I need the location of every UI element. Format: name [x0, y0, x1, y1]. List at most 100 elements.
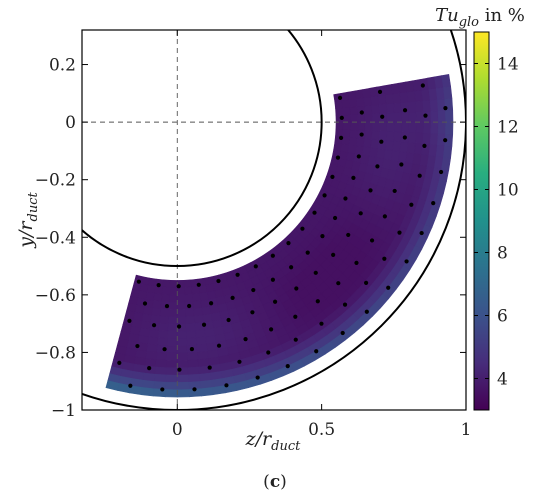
measurement-point	[375, 164, 380, 169]
y-tick-label: −0.2	[35, 171, 76, 191]
measurement-point	[253, 264, 258, 269]
measurement-point	[402, 135, 407, 140]
measurement-point	[270, 253, 275, 258]
measurement-point	[187, 303, 192, 309]
y-tick-label: 0.2	[49, 56, 76, 76]
field-cell	[193, 314, 205, 324]
field-cell	[161, 286, 171, 296]
field-cell	[165, 367, 178, 376]
measurement-point	[382, 256, 387, 261]
field-cell	[393, 131, 402, 142]
measurement-point	[177, 367, 182, 372]
field-cell	[155, 359, 168, 368]
measurement-point	[314, 349, 319, 354]
field-cell	[191, 285, 201, 295]
field-cell	[443, 85, 453, 100]
measurement-point	[351, 175, 356, 180]
measurement-point	[293, 337, 298, 342]
measurement-point	[147, 366, 152, 371]
field-cell	[162, 279, 171, 288]
measurement-point	[330, 174, 335, 179]
field-cell	[154, 373, 167, 383]
measurement-point	[243, 337, 248, 342]
measurement-point	[340, 330, 345, 336]
field-cell	[169, 294, 178, 303]
field-cell	[176, 389, 190, 398]
field-cell	[392, 140, 402, 152]
measurement-point	[359, 132, 364, 137]
measurement-point	[209, 301, 214, 306]
measurement-point	[339, 115, 344, 120]
field-cell	[342, 106, 351, 116]
field-cell	[401, 111, 410, 123]
measurement-point	[300, 226, 305, 231]
field-cell	[164, 389, 178, 398]
field-cell	[159, 308, 170, 318]
measurement-point	[224, 383, 229, 388]
measurement-point	[117, 360, 122, 365]
field-cell	[157, 337, 169, 347]
field-cell	[423, 121, 432, 134]
y-axis-ticks: 0.2 0 −0.2 −0.4 −0.6 −0.8 −1	[35, 56, 466, 421]
field-cell	[333, 142, 343, 152]
colorbar-title: Tuglo in %	[435, 5, 525, 30]
colorbar-gradient	[473, 31, 490, 411]
measurement-point	[377, 89, 383, 95]
measurement-point	[380, 114, 385, 119]
measurement-point	[235, 272, 240, 277]
field-cell	[386, 130, 395, 142]
measurement-point	[270, 277, 275, 282]
field-cell	[197, 351, 209, 361]
field-cell	[334, 100, 344, 109]
measurement-point	[431, 201, 436, 206]
field-cell	[148, 277, 157, 287]
field-cell	[399, 141, 409, 153]
field-cell	[385, 140, 395, 151]
field-cell	[195, 336, 207, 346]
measurement-point	[255, 375, 260, 380]
field-cell	[196, 343, 208, 353]
field-cell	[430, 110, 439, 123]
field-cell	[356, 97, 365, 107]
field-cell	[193, 307, 204, 317]
field-cell	[407, 131, 417, 144]
measurement-point	[419, 230, 424, 236]
measurement-point	[201, 322, 207, 327]
field-cell	[140, 387, 155, 397]
measurement-point	[342, 302, 348, 307]
field-cell	[392, 92, 402, 104]
field-cell	[195, 329, 206, 339]
field-cell	[176, 309, 187, 318]
field-cell	[415, 132, 424, 144]
measurement-point	[368, 188, 373, 193]
measurement-point	[337, 95, 343, 100]
measurement-point	[216, 343, 222, 348]
figure-caption: (c)	[263, 472, 287, 492]
measurement-point	[160, 387, 165, 392]
field-cell	[429, 132, 439, 146]
field-cell	[200, 387, 214, 397]
field-cell	[153, 293, 163, 302]
measurement-point	[382, 214, 387, 219]
measurement-point	[343, 196, 348, 201]
measurement-point	[346, 232, 351, 238]
measurement-point	[313, 270, 318, 275]
measurement-point	[356, 154, 361, 159]
field-cell	[154, 366, 167, 376]
field-cell	[186, 330, 197, 339]
field-cell	[183, 279, 193, 288]
field-cell	[422, 99, 432, 112]
field-cell	[379, 121, 388, 132]
field-cell	[158, 323, 169, 332]
colorbar-tick-label: 8	[497, 244, 508, 264]
measurement-point	[438, 169, 444, 175]
field-cell	[364, 121, 373, 131]
field-cell	[371, 130, 381, 141]
field-cell	[415, 111, 425, 123]
field-cell	[386, 102, 395, 114]
field-cell	[186, 337, 198, 347]
field-cell	[169, 279, 178, 289]
field-cell	[156, 352, 168, 361]
field-cell	[176, 352, 189, 361]
